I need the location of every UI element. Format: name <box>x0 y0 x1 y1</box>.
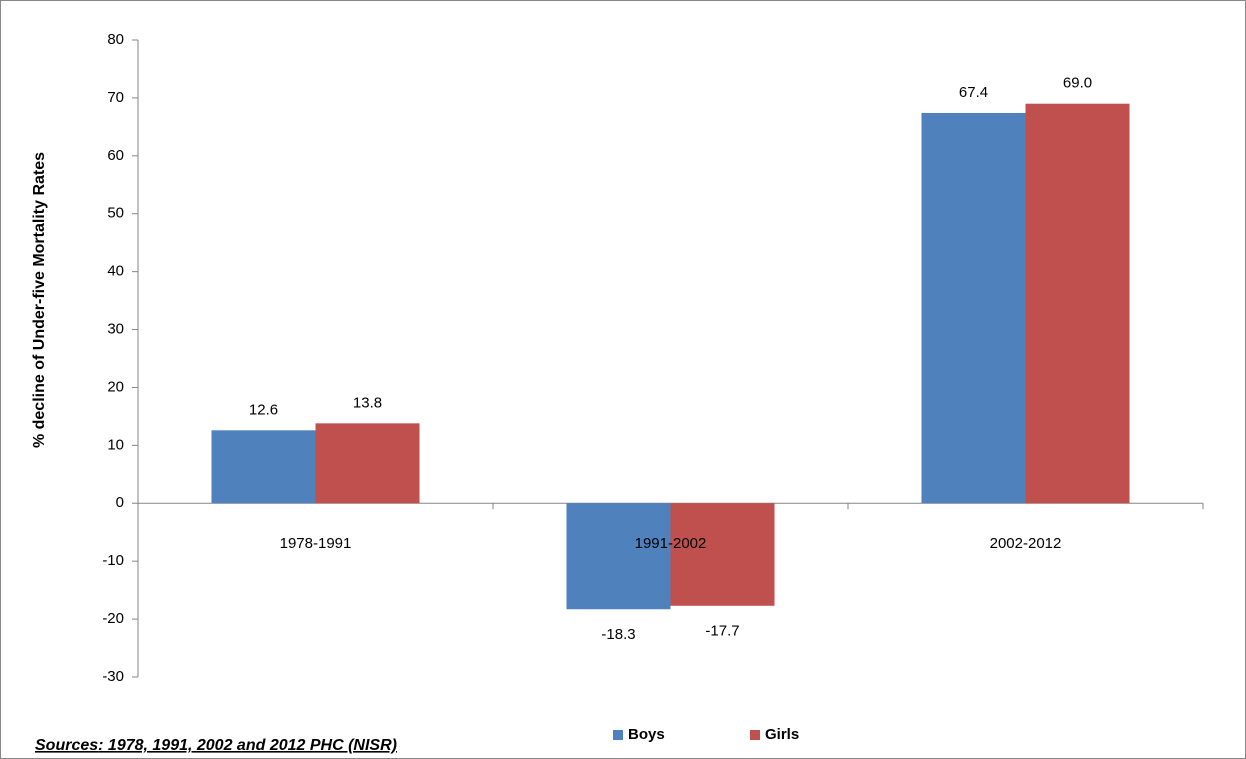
y-tick-label: 60 <box>107 147 124 164</box>
bar <box>211 430 316 504</box>
value-label: -17.7 <box>705 623 739 640</box>
source-label-text: Sources <box>35 737 98 754</box>
legend-swatch <box>613 730 623 740</box>
value-label: 12.6 <box>249 401 278 418</box>
y-tick-label: 0 <box>116 494 124 511</box>
bar <box>921 112 1026 504</box>
bar <box>315 423 420 504</box>
source-text: : 1978, 1991, 2002 and 2012 PHC (NISR) <box>98 737 397 754</box>
y-tick-label: 70 <box>107 89 124 106</box>
y-tick-label: -20 <box>102 610 124 627</box>
value-label: -18.3 <box>601 626 635 643</box>
y-tick-label: 80 <box>107 31 124 48</box>
legend-label: Girls <box>765 726 799 743</box>
x-tick-label: 1978-1991 <box>280 535 352 552</box>
legend-swatch <box>750 730 760 740</box>
legend-label: Boys <box>628 726 665 743</box>
source-label: Sources: 1978, 1991, 2002 and 2012 PHC (… <box>35 737 397 754</box>
y-tick-label: 40 <box>107 263 124 280</box>
y-tick-label: -10 <box>102 552 124 569</box>
x-tick-label: 1991-2002 <box>635 535 707 552</box>
x-tick-label: 2002-2012 <box>990 535 1062 552</box>
value-label: 13.8 <box>353 394 382 411</box>
value-label: 69.0 <box>1063 75 1092 92</box>
y-tick-label: 30 <box>107 321 124 338</box>
bar <box>566 503 671 610</box>
value-label: 67.4 <box>959 84 988 101</box>
y-tick-label: 10 <box>107 436 124 453</box>
y-axis-title: % decline of Under-five Mortality Rates <box>31 152 48 448</box>
bar <box>1025 103 1130 504</box>
y-tick-label: 50 <box>107 205 124 222</box>
bar <box>670 503 775 606</box>
y-tick-label: -30 <box>102 668 124 685</box>
y-tick-label: 20 <box>107 378 124 395</box>
